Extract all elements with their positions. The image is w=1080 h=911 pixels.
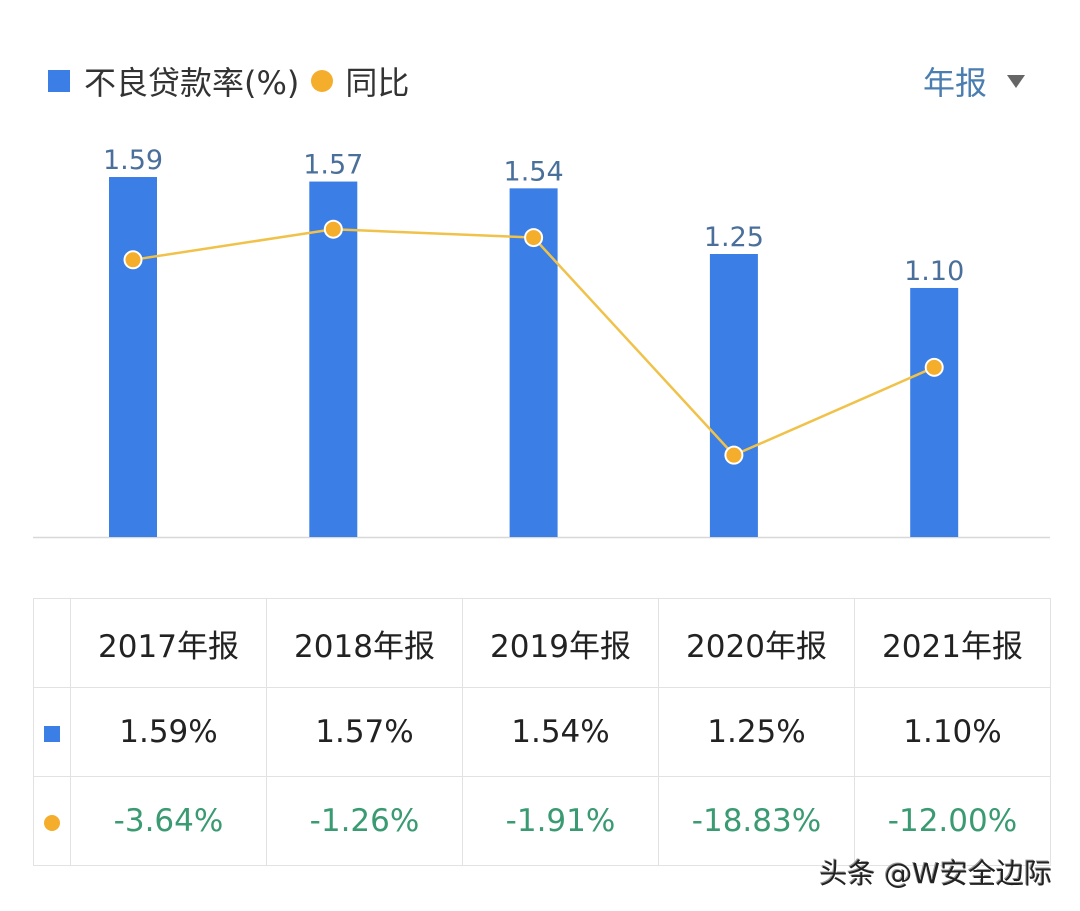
bar-data-label: 1.25 (704, 222, 764, 253)
header-cell: 2017年报 (70, 598, 267, 688)
yoy-cell: -1.26% (266, 776, 463, 866)
rate-cell: 1.59% (70, 687, 267, 777)
yoy-cell: -12.00% (854, 776, 1051, 866)
table-row-yoy: -3.64% -1.26% -1.91% -18.83% -12.00% (33, 776, 1051, 866)
rate-cell: 1.10% (854, 687, 1051, 777)
bar-series-marker (44, 726, 60, 742)
data-table: 2017年报 2018年报 2019年报 2020年报 2021年报 1.59%… (33, 598, 1051, 866)
header-cell: 2020年报 (658, 598, 855, 688)
line-series-marker (44, 815, 60, 831)
bar (910, 287, 959, 537)
bar (109, 177, 157, 538)
bar-data-label: 1.10 (904, 256, 964, 287)
bar (709, 254, 758, 537)
period-label: 年报 (922, 64, 987, 102)
bar-data-label: 1.54 (504, 156, 564, 187)
bar-data-label: 1.57 (303, 150, 363, 181)
yoy-point (924, 357, 944, 377)
yoy-cell: -3.64% (70, 776, 267, 866)
rate-cell: 1.57% (266, 687, 463, 777)
table-row-rate: 1.59% 1.57% 1.54% 1.25% 1.10% (33, 687, 1051, 777)
bar-legend-marker (48, 70, 70, 92)
bar-legend-label: 不良贷款率(%) (84, 64, 300, 102)
period-selector[interactable]: 年报 (923, 58, 1025, 104)
rate-cell: 1.54% (462, 687, 659, 777)
line-legend-marker (311, 70, 334, 92)
bar (309, 181, 358, 537)
chart-legend: 不良贷款率(%) 同比 (48, 58, 409, 104)
yoy-point (724, 445, 744, 465)
rate-cell: 1.25% (658, 687, 855, 777)
bar-data-label: 1.59 (103, 145, 163, 176)
yoy-point (524, 228, 544, 248)
caret-down-icon (1007, 74, 1025, 88)
yoy-point (123, 250, 143, 270)
line-legend-label: 同比 (345, 64, 410, 102)
watermark: 头条 @W安全边际 (819, 857, 1052, 890)
header-cell: 2018年报 (266, 598, 463, 688)
yoy-point (323, 219, 343, 239)
yoy-cell: -1.91% (462, 776, 659, 866)
chart: 1.59 1.57 1.54 1.25 1.10 (33, 145, 1050, 539)
header-cell: 2021年报 (854, 598, 1051, 688)
table-header-row: 2017年报 2018年报 2019年报 2020年报 2021年报 (33, 598, 1051, 688)
header-cell: 2019年报 (462, 598, 659, 688)
